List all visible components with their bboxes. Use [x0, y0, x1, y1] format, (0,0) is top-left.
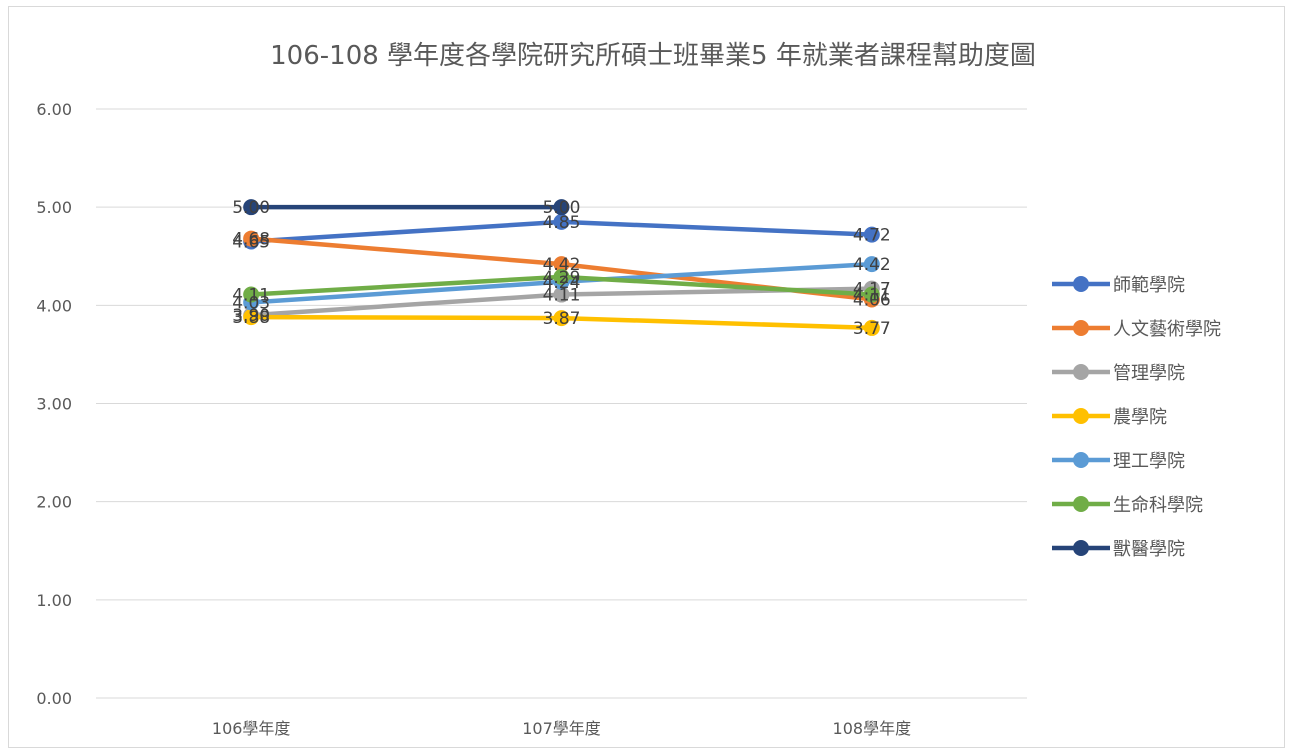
data-label: 4.68 — [232, 230, 270, 250]
data-point — [863, 226, 880, 243]
data-label: 3.77 — [853, 319, 891, 339]
legend-label: 理工學院 — [1113, 451, 1185, 472]
data-label: 4.03 — [232, 293, 270, 313]
series-lines — [243, 199, 880, 336]
x-tick-label: 107學年度 — [522, 719, 601, 738]
data-label: 5.00 — [232, 198, 270, 218]
x-axis-ticks: 106學年度 107學年度 108學年度 — [212, 719, 911, 738]
data-point — [863, 286, 880, 303]
data-point — [243, 286, 260, 303]
data-label: 3.90 — [232, 306, 270, 326]
data-point — [553, 213, 570, 230]
data-label: 3.88 — [232, 308, 270, 328]
x-tick-label: 106學年度 — [212, 719, 291, 738]
data-label: 4.72 — [853, 226, 891, 246]
data-label: 4.06 — [853, 290, 891, 310]
legend-swatch-marker — [1073, 364, 1089, 380]
legend-swatch-marker — [1073, 540, 1089, 556]
y-tick-label: 6.00 — [36, 100, 72, 119]
legend-label: 人文藝術學院 — [1113, 319, 1221, 340]
y-tick-label: 0.00 — [36, 689, 72, 708]
legend-swatch-marker — [1073, 496, 1089, 512]
legend-swatch-marker — [1073, 276, 1089, 292]
data-label: 4.65 — [232, 233, 270, 253]
y-tick-label: 4.00 — [36, 296, 72, 315]
data-label: 5.00 — [543, 198, 581, 218]
y-tick-label: 1.00 — [36, 591, 72, 610]
line-chart: 106-108 學年度各學院研究所碩士班畢業5 年就業者課程幫助度圖 0.00 1… — [36, 41, 1221, 738]
data-label: 4.24 — [543, 273, 581, 293]
data-point — [553, 256, 570, 273]
legend-swatch-marker — [1073, 320, 1089, 336]
data-label: 4.11 — [543, 286, 581, 306]
legend-label: 生命科學院 — [1113, 495, 1203, 516]
data-point — [553, 268, 570, 285]
y-tick-label: 3.00 — [36, 395, 72, 414]
data-label: 4.11 — [853, 286, 891, 306]
data-labels: 4.654.854.724.684.424.063.904.11 4.173.88… — [232, 198, 891, 339]
legend-swatch-marker — [1073, 408, 1089, 424]
data-label: 4.11 — [232, 286, 270, 306]
legend-label: 管理學院 — [1113, 363, 1185, 384]
data-label: 4.85 — [543, 213, 581, 233]
y-axis-ticks: 0.00 1.00 2.00 3.00 4.00 5.00 6.00 — [36, 100, 72, 708]
legend-label: 師範學院 — [1113, 275, 1185, 296]
data-point — [863, 256, 880, 273]
x-tick-label: 108學年度 — [833, 719, 912, 738]
data-point — [553, 310, 570, 327]
chart-title: 106-108 學年度各學院研究所碩士班畢業5 年就業者課程幫助度圖 — [270, 41, 1036, 71]
data-label: 3.87 — [543, 309, 581, 329]
data-point — [553, 199, 570, 216]
y-tick-label: 5.00 — [36, 198, 72, 217]
data-label: 4.29 — [543, 268, 581, 288]
y-tick-label: 2.00 — [36, 493, 72, 512]
data-label: 4.42 — [543, 255, 581, 275]
data-point — [553, 286, 570, 303]
data-point — [243, 230, 260, 247]
data-point — [243, 309, 260, 326]
legend-label: 獸醫學院 — [1113, 539, 1185, 560]
legend-swatch-marker — [1073, 452, 1089, 468]
data-label: 4.42 — [853, 255, 891, 275]
chart-frame: 106-108 學年度各學院研究所碩士班畢業5 年就業者課程幫助度圖 0.00 1… — [8, 6, 1285, 748]
data-label: 4.17 — [853, 280, 891, 300]
legend-label: 農學院 — [1113, 407, 1167, 428]
data-point — [863, 319, 880, 336]
data-point — [243, 199, 260, 216]
